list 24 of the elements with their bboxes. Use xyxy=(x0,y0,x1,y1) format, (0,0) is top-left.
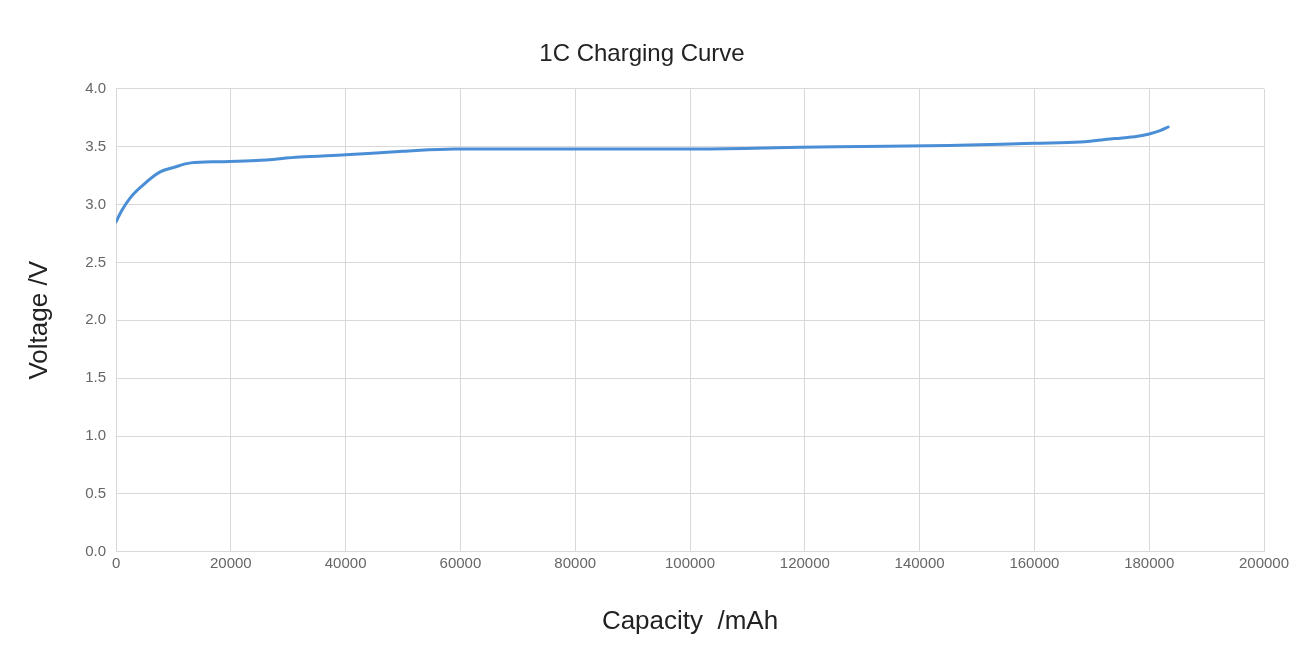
x-tick-label: 160000 xyxy=(1009,553,1060,571)
y-tick-label: 1.0 xyxy=(85,426,107,444)
y-tick-label: 4.0 xyxy=(85,78,107,96)
y-tick-label: 3.5 xyxy=(85,136,107,154)
x-tick-label: 20000 xyxy=(209,553,252,571)
x-tick-label: 100000 xyxy=(664,553,716,571)
y-tick-label: 2.0 xyxy=(85,310,107,328)
x-tick-label: 180000 xyxy=(1124,553,1175,571)
x-axis-title: Capacity /mAh xyxy=(601,604,779,635)
x-tick-label: 140000 xyxy=(894,553,945,571)
chart-title: 1C Charging Curve xyxy=(539,39,745,67)
y-tick-label: 3.0 xyxy=(85,194,107,212)
x-tick-label: 200000 xyxy=(1238,553,1290,571)
x-tick-label: 120000 xyxy=(779,553,830,571)
x-tick-label: 0 xyxy=(111,553,121,571)
y-tick-label: 0.5 xyxy=(85,484,107,502)
x-tick-label: 80000 xyxy=(554,553,597,571)
y-tick-label: 1.5 xyxy=(85,368,107,386)
y-axis-title: Voltage /V xyxy=(22,260,53,380)
x-tick-label: 60000 xyxy=(439,553,482,571)
line-series xyxy=(116,125,1170,224)
x-tick-label: 40000 xyxy=(324,553,367,571)
y-tick-label: 2.5 xyxy=(85,252,107,270)
y-tick-label: 0.0 xyxy=(85,541,107,559)
